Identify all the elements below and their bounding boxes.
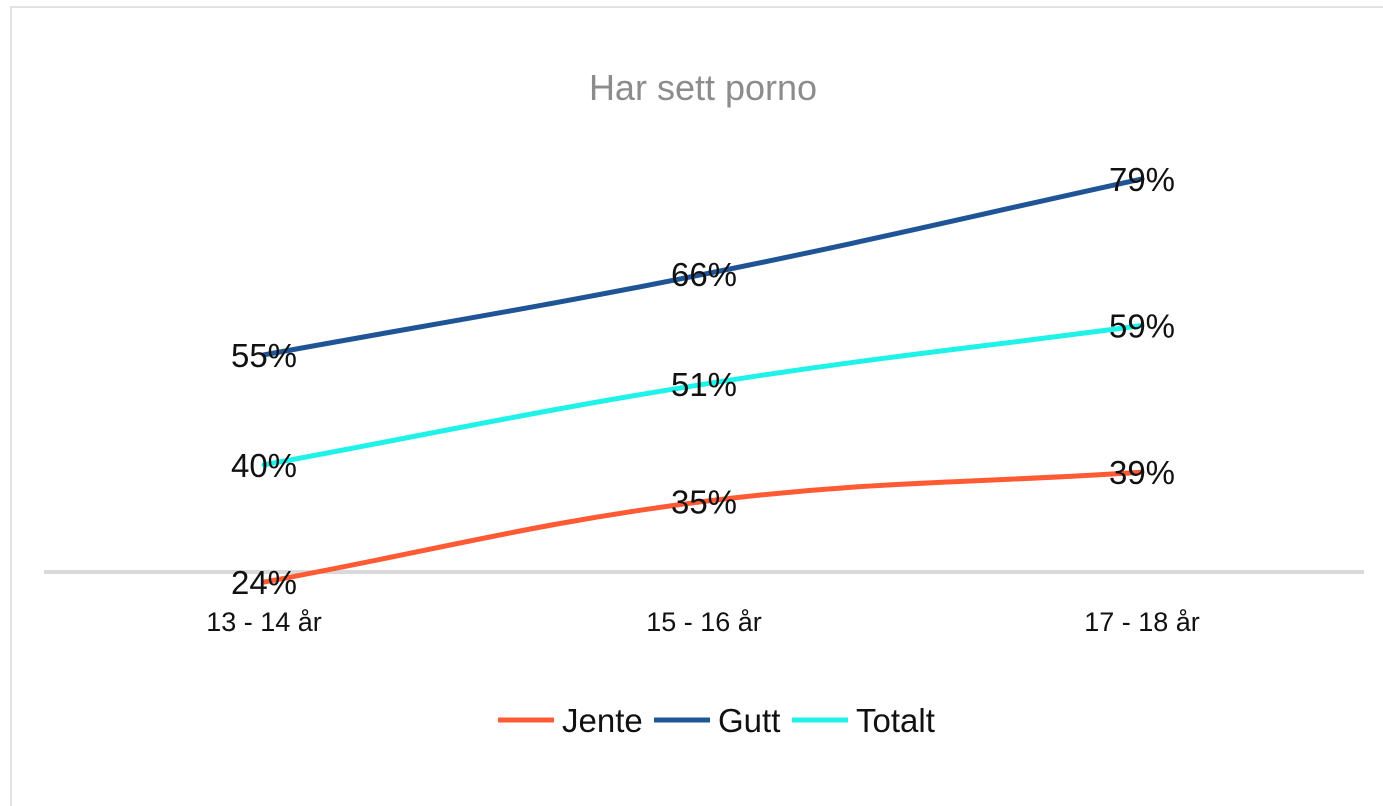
series-line-jente: [261, 469, 1145, 585]
data-label-jente-3: 39%: [1109, 454, 1175, 491]
legend-item-totalt: Totalt: [792, 702, 935, 739]
series-line-gutt: [261, 176, 1145, 358]
data-label-totalt-1: 40%: [231, 447, 297, 484]
x-tick-layer: 13 - 14 år 15 - 16 år 17 - 18 år: [206, 607, 1200, 637]
chart-frame: [10, 6, 1383, 806]
x-tick-label-3: 17 - 18 år: [1084, 607, 1200, 637]
data-label-jente-2: 35%: [671, 483, 737, 520]
x-tick-label-2: 15 - 16 år: [646, 607, 762, 637]
legend-item-jente: Jente: [498, 702, 643, 739]
legend: Jente Gutt Totalt: [498, 702, 935, 739]
data-label-totalt-2: 51%: [671, 366, 737, 403]
chart-title: Har sett porno: [589, 67, 817, 108]
series-layer: [261, 176, 1145, 585]
legend-item-gutt: Gutt: [654, 702, 780, 739]
data-label-layer: 24% 35% 39% 55% 66% 79% 40% 51% 59%: [231, 161, 1175, 601]
data-label-totalt-3: 59%: [1109, 308, 1175, 345]
legend-label-jente: Jente: [562, 702, 643, 739]
series-line-totalt: [261, 323, 1145, 468]
data-label-gutt-3: 79%: [1109, 161, 1175, 198]
data-label-gutt-2: 66%: [671, 256, 737, 293]
legend-label-gutt: Gutt: [718, 702, 780, 739]
data-label-jente-1: 24%: [231, 564, 297, 601]
x-tick-label-1: 13 - 14 år: [206, 607, 322, 637]
data-label-gutt-1: 55%: [231, 337, 297, 374]
legend-label-totalt: Totalt: [856, 702, 935, 739]
